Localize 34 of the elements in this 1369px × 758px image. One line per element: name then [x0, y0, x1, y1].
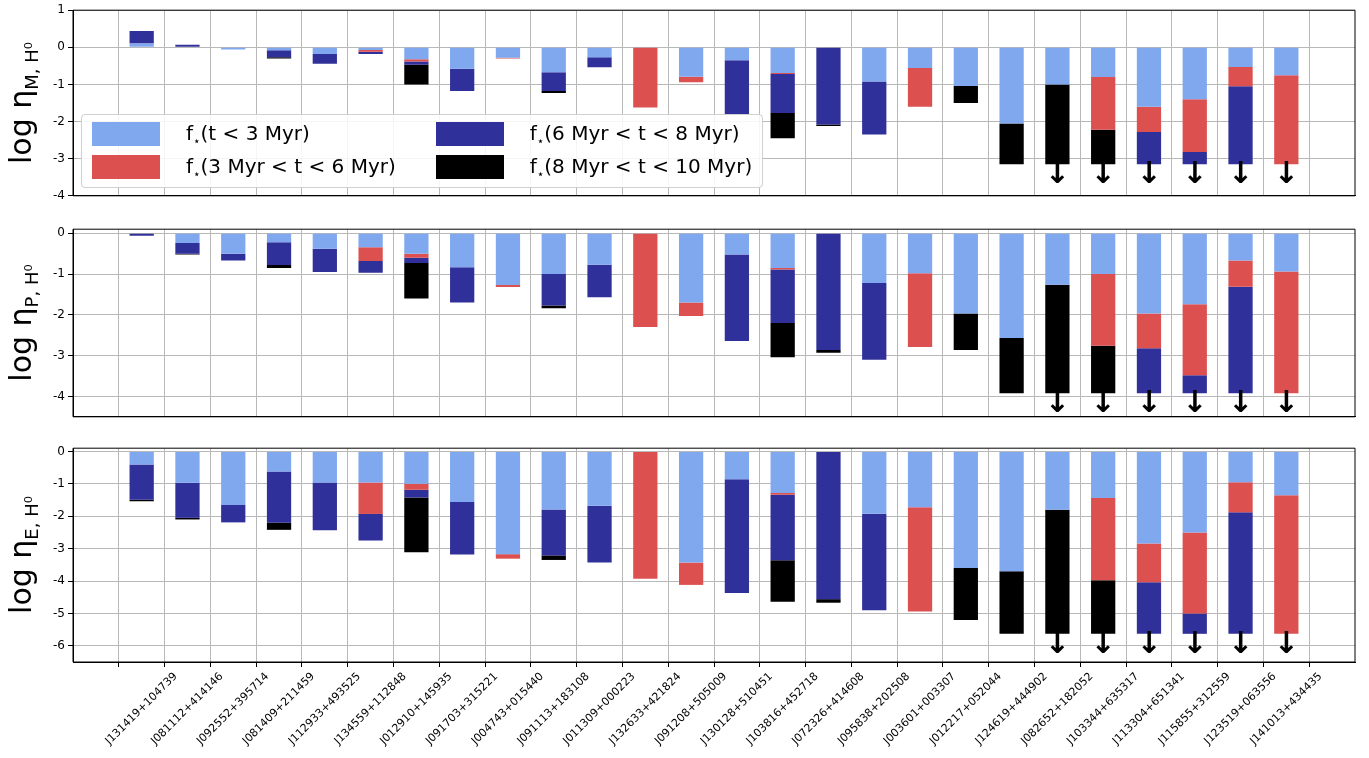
y-tick-label: -1 [53, 475, 65, 490]
y-tick-label: 0 [57, 443, 65, 458]
annotation: ↓ [1136, 383, 1162, 419]
y-tick-label: -3 [53, 347, 65, 362]
annotation: ↓ [1273, 383, 1299, 419]
y-tick-label: -2 [53, 508, 65, 523]
y-tick-label: -3 [53, 150, 65, 165]
y-tick-label: 0 [57, 39, 65, 54]
y-tick-label: -3 [53, 540, 65, 555]
annotation: ↓ [1273, 624, 1299, 660]
annotation: ↓ [1136, 155, 1162, 191]
y-tick-label: -1 [53, 76, 65, 91]
y-tick-label: 0 [57, 225, 65, 240]
legend-label: f$_{⋆}$(t < 3 Myr) [186, 120, 310, 148]
y-tick-label: -5 [53, 605, 65, 620]
y-tick-label: -6 [53, 637, 65, 652]
y-tick-label: -4 [53, 187, 65, 202]
legend-label: f$_{⋆}$(3 Myr < t < 6 Myr) [186, 153, 396, 181]
y-tick-label: -2 [53, 306, 65, 321]
y-tick-label: -1 [53, 266, 65, 281]
annotation: ↓ [1182, 383, 1208, 419]
annotation: ↓ [1273, 155, 1299, 191]
y-tick-label: -4 [53, 388, 65, 403]
annotation: ↓ [1227, 383, 1254, 419]
y-tick-label: 1 [57, 2, 65, 17]
annotation: ↓ [1227, 624, 1254, 660]
legend-label: f$_{⋆}$(8 Myr < t < 10 Myr) [529, 153, 753, 181]
legend-label: f$_{⋆}$(6 Myr < t < 8 Myr) [529, 120, 740, 148]
annotation: ↓ [1182, 155, 1208, 191]
annotation: ↓ [1136, 624, 1162, 660]
annotation: ↓ [1182, 624, 1208, 660]
y-tick-label: -4 [53, 573, 65, 588]
y-tick-label: -2 [53, 113, 65, 128]
annotation: ↓ [1227, 155, 1254, 191]
